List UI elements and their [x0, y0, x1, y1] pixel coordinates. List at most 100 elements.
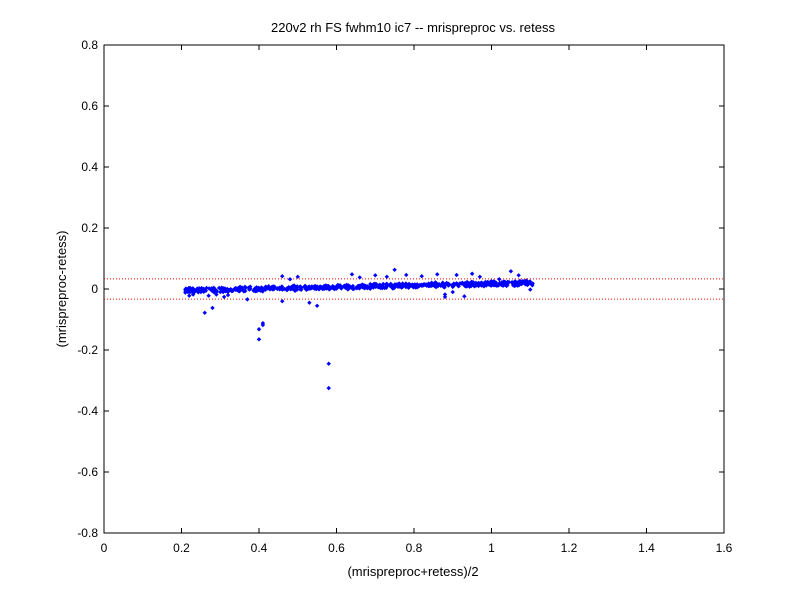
x-tick-label: 1.2: [561, 541, 578, 555]
data-point: [479, 282, 485, 287]
outlier-point: [202, 310, 207, 315]
outlier-point: [477, 274, 483, 279]
data-point: [512, 280, 517, 285]
outlier-point: [349, 272, 355, 277]
data-point: [190, 287, 196, 292]
data-point: [228, 286, 233, 292]
data-point: [401, 283, 406, 288]
data-point: [362, 286, 367, 291]
data-point: [247, 287, 252, 292]
data-point: [493, 281, 498, 287]
data-point: [529, 281, 535, 287]
y-axis: 0.8 0.6 0.4 0.2 0 -0.2 -0.4 -0.6 -0.8: [77, 38, 724, 540]
data-point: [381, 281, 386, 287]
data-point: [254, 285, 259, 290]
data-point: [383, 285, 389, 291]
y-tick-label: -0.8: [77, 526, 98, 540]
data-point: [333, 285, 339, 290]
data-point: [214, 289, 219, 294]
data-point: [375, 284, 381, 290]
outlier-point: [287, 277, 293, 282]
data-point: [344, 285, 349, 290]
outlier-point: [462, 294, 467, 299]
outlier-point: [190, 292, 196, 297]
outlier-point: [357, 275, 362, 280]
outlier-point: [404, 272, 409, 278]
x-tick-label: 0.2: [173, 541, 190, 555]
y-tick-label: 0.2: [81, 221, 98, 235]
outlier-point: [516, 273, 521, 278]
outlier-point: [206, 293, 211, 298]
data-point: [488, 279, 494, 284]
data-point: [279, 284, 285, 289]
y-tick-label: -0.6: [77, 465, 98, 479]
x-axis: 0 0.2 0.4 0.6 0.8 1 1.2 1.4 1.6: [101, 45, 733, 555]
data-point: [223, 288, 228, 294]
chart-title: 220v2 rh FS fwhm10 ic7 -- mrispreproc vs…: [271, 20, 555, 35]
outlier-point: [504, 283, 510, 288]
x-tick-label: 0.4: [251, 541, 268, 555]
data-point: [421, 282, 426, 288]
data-point: [485, 279, 490, 285]
data-point: [241, 288, 246, 294]
outlier-point: [442, 294, 448, 300]
outlier-point: [198, 289, 204, 295]
data-point: [396, 281, 402, 287]
outlier-point: [245, 297, 250, 302]
data-point: [297, 287, 303, 292]
outlier-point: [307, 300, 312, 305]
data-point: [368, 281, 373, 287]
limit-lines: [104, 278, 724, 300]
y-tick-label: 0.4: [81, 160, 98, 174]
y-tick-label: 0.6: [81, 99, 98, 113]
data-point: [350, 286, 355, 291]
outlier-point: [469, 271, 475, 276]
outlier-point: [187, 293, 192, 298]
data-point: [367, 284, 373, 290]
data-point: [219, 287, 224, 292]
data-point: [322, 285, 328, 291]
outlier-point: [454, 272, 459, 278]
outlier-point: [260, 322, 266, 328]
y-tick-label: 0.8: [81, 38, 98, 52]
data-point: [467, 284, 472, 289]
outlier-point: [183, 290, 188, 295]
data-point: [288, 285, 294, 290]
y-tick-label: 0: [91, 282, 98, 296]
x-axis-label: (mrispreproc+retess)/2: [347, 564, 478, 579]
data-point: [441, 284, 446, 290]
outlier-point: [256, 337, 262, 342]
data-point: [267, 285, 273, 291]
data-point: [527, 279, 533, 284]
data-point: [303, 284, 308, 289]
data-point: [272, 284, 277, 290]
data-point: [308, 286, 314, 291]
data-point: [216, 285, 222, 291]
x-tick-label: 0.6: [328, 541, 345, 555]
data-point: [390, 283, 395, 288]
outlier-point: [373, 273, 378, 278]
data-point: [186, 285, 191, 291]
outlier-point: [512, 283, 517, 289]
x-tick-label: 0.8: [406, 541, 423, 555]
data-point: [451, 282, 457, 287]
data-point: [311, 284, 317, 289]
outlier-point: [214, 292, 219, 297]
outlier-point: [419, 273, 424, 279]
outlier-point: [508, 269, 514, 274]
data-point: [464, 279, 470, 285]
outlier-point: [528, 287, 533, 292]
data-point: [304, 287, 309, 292]
data-point: [426, 283, 431, 289]
data-point: [433, 283, 438, 289]
data-point: [474, 282, 480, 287]
outlier-point: [280, 299, 285, 304]
data-point: [446, 282, 451, 287]
outlier-point: [314, 303, 320, 308]
data-point: [294, 287, 300, 292]
outlier-point: [524, 278, 529, 283]
data-point: [339, 286, 344, 291]
y-tick-label: -0.4: [77, 404, 98, 418]
data-point: [233, 286, 238, 291]
